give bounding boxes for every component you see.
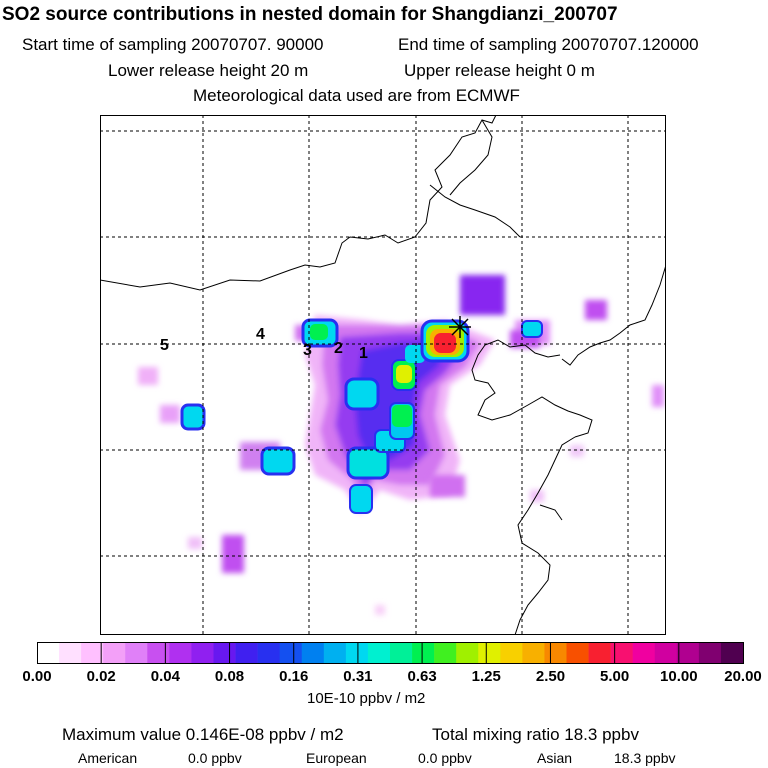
source-marker-5: 5	[160, 337, 169, 354]
colorbar-tick-label: 0.63	[407, 668, 437, 685]
region-asian-name: Asian	[537, 750, 573, 766]
source-marker-2: 2	[334, 340, 343, 357]
contribution-map: 1 2 3 4 5	[100, 115, 666, 635]
colorbar-cell	[522, 642, 545, 664]
colorbar-cell	[566, 642, 589, 664]
map-frame	[100, 115, 666, 635]
colorbar-tick-label: 0.04	[150, 668, 180, 685]
start-time-label: Start time of sampling 20070707. 90000	[22, 35, 324, 54]
source-marker-3: 3	[303, 342, 312, 359]
star-marker-icon	[449, 316, 471, 338]
colorbar-cell	[412, 642, 435, 664]
colorbar-cell	[213, 642, 236, 664]
region-american-name: American	[78, 750, 138, 766]
colorbar-tick-label: 0.31	[343, 668, 373, 685]
colorbar-cell	[390, 642, 413, 664]
lower-release-label: Lower release height 20 m	[108, 61, 309, 80]
colorbar-tick-label: 0.16	[279, 668, 309, 685]
colorbar-cell	[500, 642, 523, 664]
end-time-label: End time of sampling 20070707.120000	[398, 35, 699, 54]
colorbar-cell	[37, 642, 60, 664]
colorbar-tick-label: 0.08	[214, 668, 245, 685]
concentration-field	[138, 275, 664, 615]
colorbar-cell	[301, 642, 325, 664]
colorbar-cell	[610, 642, 633, 664]
colorbar-cell	[434, 642, 457, 664]
colorbar-cell	[478, 642, 501, 664]
colorbar-cell	[125, 642, 148, 664]
colorbar-cell	[632, 642, 656, 664]
upper-release-label: Upper release height 0 m	[404, 61, 595, 80]
colorbar-cell	[59, 642, 82, 664]
colorbar-cell	[367, 642, 391, 664]
colorbar-tick-label: 10.00	[660, 668, 698, 685]
colorbar-cell	[279, 642, 303, 664]
colorbar	[37, 642, 744, 664]
colorbar-cell	[191, 642, 214, 664]
colorbar-cell	[169, 642, 192, 664]
colorbar-cell	[698, 642, 722, 664]
colorbar-cell	[345, 642, 369, 664]
plot-title: SO2 source contributions in nested domai…	[2, 4, 618, 25]
colorbar-cell	[257, 642, 280, 664]
graticule	[100, 115, 666, 635]
colorbar-tick-label: 1.25	[471, 668, 501, 685]
colorbar-tick-label: 0.02	[86, 668, 116, 685]
colorbar-cell	[147, 642, 170, 664]
colorbar-cell	[720, 642, 744, 664]
colorbar-cell	[654, 642, 678, 664]
region-european-value: 0.0 ppbv	[418, 750, 472, 766]
colorbar-tick-label: 0.00	[22, 668, 52, 685]
colorbar-cell	[235, 642, 258, 664]
region-european-name: European	[306, 750, 367, 766]
colorbar-tick-label: 2.50	[535, 668, 566, 685]
colorbar-cell	[588, 642, 611, 664]
colorbar-units: 10E-10 ppbv / m2	[307, 690, 426, 707]
met-data-label: Meteorological data used are from ECMWF	[193, 86, 520, 105]
colorbar-cell	[103, 642, 126, 664]
maximum-value-label: Maximum value 0.146E-08 ppbv / m2	[62, 725, 344, 744]
region-asian-value: 18.3 ppbv	[614, 750, 676, 766]
colorbar-cell	[676, 642, 700, 664]
colorbar-tick-label: 5.00	[600, 668, 630, 685]
colorbar-tick-label: 20.00	[724, 668, 762, 685]
source-marker-4: 4	[256, 326, 265, 343]
colorbar-cell	[544, 642, 567, 664]
source-marker-1: 1	[359, 345, 368, 362]
colorbar-cell	[81, 642, 104, 664]
total-mixing-label: Total mixing ratio 18.3 ppbv	[432, 725, 639, 744]
region-american-value: 0.0 ppbv	[188, 750, 242, 766]
colorbar-cell	[456, 642, 479, 664]
colorbar-cell	[323, 642, 347, 664]
